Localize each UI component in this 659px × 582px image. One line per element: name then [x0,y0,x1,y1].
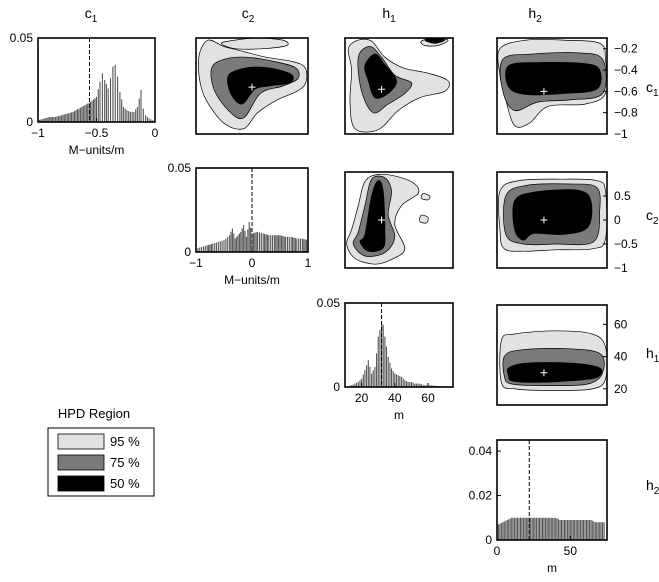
x-tick-label: −0.5 [85,126,109,140]
panel-frame [344,171,454,269]
x-tick-label: 0 [494,544,501,558]
x-tick-label: 0 [249,256,256,270]
best-estimate-marker [248,83,256,91]
col-title-h1: h1 [382,5,396,25]
histogram-h2: 0 50 0 0.02 0.04 m [469,439,608,575]
hpd-regions [198,38,308,130]
histogram-h1: 20 40 60 0 0.05 m [317,296,454,422]
legend-swatch-95 [57,433,105,450]
histogram-bars [38,64,154,122]
x-tick-label: −1 [31,126,45,140]
right-tick-label: −1 [614,127,628,141]
y-tick-label: 0.05 [317,296,341,310]
right-tick-label: −0.2 [614,42,638,56]
y-tick-label: 0 [26,115,33,129]
legend-swatch-50 [57,475,105,492]
x-tick-label: 50 [564,544,578,558]
panel-frame [344,37,454,135]
row-titles: c1 c2 h1 h2 [646,79,659,497]
legend-label-50: 50 % [110,476,140,491]
x-axis-label: M−units/m [224,273,280,287]
best-estimate-marker [378,216,386,224]
row-title-h1: h1 [646,345,659,365]
y-tick-label: 0 [184,245,191,259]
x-axis-label: m [547,561,557,575]
histogram-bars [497,517,605,540]
hpd-regions [497,39,607,128]
right-tick-label: 0 [614,213,621,227]
hpd-region-95 [220,38,289,50]
x-tick-label: 1 [305,256,312,270]
contour-c1-vs-h2 [496,37,608,135]
x-tick-label: 0 [152,126,159,140]
histogram-bars [347,321,451,387]
y-tick-label: 0.04 [469,444,493,458]
histogram-bars [197,221,308,252]
x-tick-label: 60 [421,391,435,405]
right-tick-label: −0.5 [614,237,638,251]
legend-label-95: 95 % [110,434,140,449]
x-tick-label: 20 [355,391,369,405]
hpd-legend: HPD Region 95 % 75 % 50 % [47,406,155,497]
hpd-region-50 [364,53,397,99]
contour-c2-vs-h1 [344,171,454,269]
col-title-c1: c1 [85,5,98,25]
best-estimate-marker [378,85,386,93]
right-tick-label: −0.8 [614,106,638,120]
right-tick-label: 60 [614,317,628,331]
panel-frame [195,37,309,135]
right-tick-label: 20 [614,382,628,396]
row-title-h2: h2 [646,477,659,497]
x-tick-label: 40 [388,391,402,405]
col-title-c2: c2 [242,5,255,25]
hpd-region-50 [227,66,294,105]
histogram-c1: −1 −0.5 0 0 0.05 M−units/m [10,31,159,157]
y-tick-label: 0.02 [469,489,493,503]
x-axis-label: m [394,408,404,422]
legend-title: HPD Region [58,406,130,421]
row-title-c2: c2 [646,207,659,227]
right-tick-label: −0.6 [614,84,638,98]
contour-c2-vs-h2 [496,171,608,269]
histogram-c2: −1 0 100.05M−units/m [168,161,312,287]
y-tick-label: 0 [485,533,492,547]
right-tick-label: −1 [614,261,628,275]
y-tick-label: 0 [333,380,340,394]
panel-frame [344,302,454,388]
column-titles: c1 c2 h1 h2 [85,5,542,25]
legend-swatch-75 [57,454,105,471]
panel-frame [496,304,608,406]
x-axis-label: M−units/m [69,143,125,157]
contour-c1-vs-c2 [195,37,309,135]
hpd-region-50 [506,362,603,383]
hpd-region-50 [505,62,602,96]
y-tick-label: 0.05 [10,31,34,45]
hpd-regions [347,38,450,133]
hpd-region-95 [420,193,431,201]
hpd-regions [499,330,607,391]
hpd-region-50 [512,189,593,241]
hpd-regions [346,173,431,265]
hpd-region-50 [359,180,386,252]
panel-frame [496,439,608,541]
best-estimate-marker [540,216,548,224]
col-title-h2: h2 [528,5,542,25]
row-title-c1: c1 [646,79,659,99]
legend-label-75: 75 % [110,455,140,470]
best-estimate-marker [540,369,548,377]
right-tick-label: −0.4 [614,63,638,77]
y-tick-label: 0.05 [168,161,192,175]
hpd-region-95 [419,214,429,224]
right-tick-label: 0.5 [614,189,631,203]
right-axis-ticks: −0.2 −0.4 −0.6 −0.8 −1 0.5 0 −0.5 −1 60 40 20 [603,42,638,396]
x-tick-label: −1 [189,256,203,270]
contour-h1-vs-h2 [496,304,608,406]
panel-frame [496,37,608,135]
right-tick-label: 40 [614,350,628,364]
best-estimate-marker [540,87,548,95]
contour-c1-vs-h1 [344,37,454,135]
hpd-regions [498,178,607,252]
